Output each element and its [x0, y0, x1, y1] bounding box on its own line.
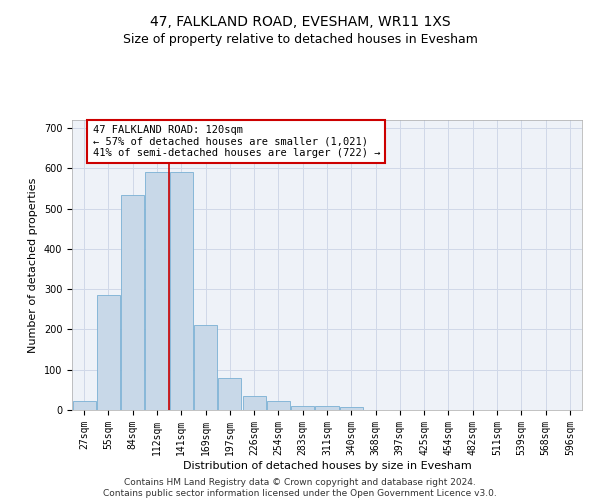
Bar: [316, 406, 338, 410]
Bar: [242, 396, 266, 410]
Text: Size of property relative to detached houses in Evesham: Size of property relative to detached ho…: [122, 32, 478, 46]
Bar: [97, 295, 120, 410]
Bar: [291, 406, 314, 410]
Bar: [218, 378, 241, 410]
Bar: [267, 401, 290, 410]
Y-axis label: Number of detached properties: Number of detached properties: [28, 178, 38, 352]
Bar: [121, 196, 144, 410]
Bar: [340, 407, 363, 410]
Text: 47, FALKLAND ROAD, EVESHAM, WR11 1XS: 47, FALKLAND ROAD, EVESHAM, WR11 1XS: [149, 15, 451, 29]
X-axis label: Distribution of detached houses by size in Evesham: Distribution of detached houses by size …: [182, 460, 472, 470]
Bar: [73, 401, 95, 410]
Text: Contains HM Land Registry data © Crown copyright and database right 2024.
Contai: Contains HM Land Registry data © Crown c…: [103, 478, 497, 498]
Bar: [145, 172, 169, 410]
Text: 47 FALKLAND ROAD: 120sqm
← 57% of detached houses are smaller (1,021)
41% of sem: 47 FALKLAND ROAD: 120sqm ← 57% of detach…: [92, 125, 380, 158]
Bar: [170, 172, 193, 410]
Bar: [194, 324, 217, 410]
